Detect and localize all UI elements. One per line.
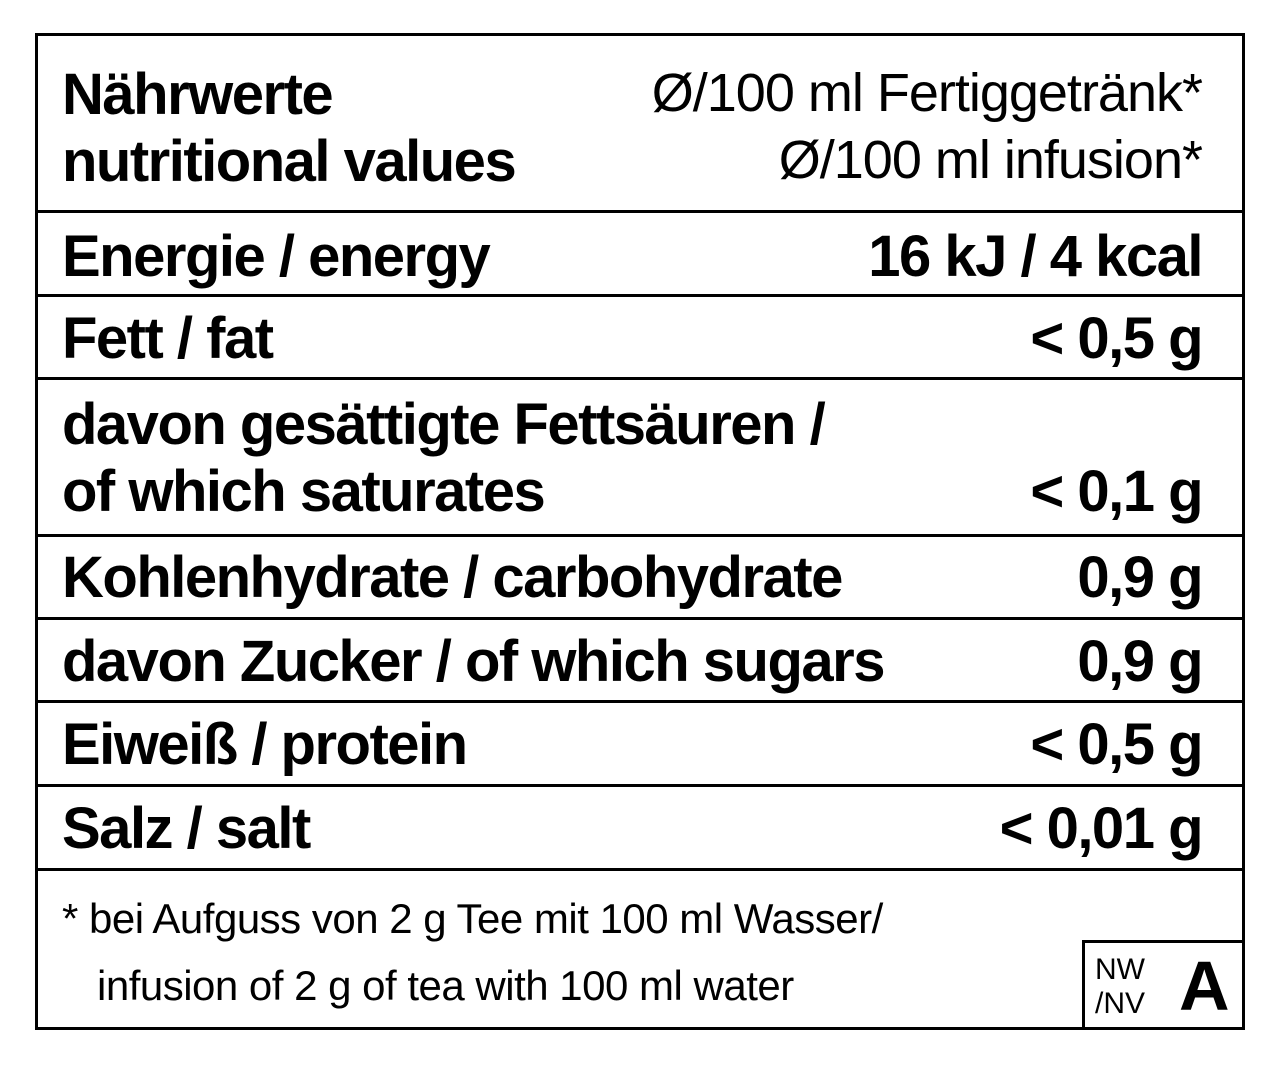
- divider: [35, 617, 1245, 620]
- nutrition-table: [35, 33, 1245, 1030]
- badge-line1: NW: [1095, 953, 1145, 986]
- row-sugars-value: 0,9 g: [1077, 629, 1203, 694]
- divider: [35, 210, 1245, 213]
- footnote-line2: infusion of 2 g of tea with 100 ml water: [97, 962, 794, 1009]
- divider: [35, 700, 1245, 703]
- row-saturates-label-en: of which saturates: [62, 459, 546, 524]
- row-fat-label: Fett / fat: [62, 306, 274, 371]
- nv-badge: NW /NV A: [1082, 940, 1242, 1027]
- per-serving-en: Ø/100 ml infusion*: [778, 130, 1203, 190]
- divider: [35, 784, 1245, 787]
- row-saturates-value: < 0,1 g: [1030, 459, 1203, 524]
- footnote-line1: * bei Aufguss von 2 g Tee mit 100 ml Was…: [62, 895, 883, 942]
- row-energy-label: Energie / energy: [62, 224, 491, 289]
- badge-line2: /NV: [1095, 987, 1146, 1020]
- row-carbohydrate-value: 0,9 g: [1077, 545, 1203, 610]
- title-en: nutritional values: [62, 129, 517, 194]
- row-energy-value: 16 kJ / 4 kcal: [868, 224, 1203, 289]
- row-saturates-label: davon gesättigte Fettsäuren /: [62, 392, 826, 457]
- badge-label: NW /NV: [1095, 953, 1145, 1021]
- divider: [35, 377, 1245, 380]
- row-salt-value: < 0,01 g: [999, 796, 1204, 861]
- row-fat-value: < 0,5 g: [1030, 306, 1203, 371]
- row-sugars-label: davon Zucker / of which sugars: [62, 629, 885, 694]
- divider: [35, 868, 1245, 871]
- row-protein-label: Eiweiß / protein: [62, 712, 468, 777]
- badge-letter: A: [1179, 947, 1230, 1025]
- divider: [35, 294, 1245, 297]
- title-de: Nährwerte: [62, 62, 334, 127]
- divider: [35, 534, 1245, 537]
- row-protein-value: < 0,5 g: [1030, 712, 1203, 777]
- row-carbohydrate-label: Kohlenhydrate / carbohydrate: [62, 545, 843, 610]
- row-salt-label: Salz / salt: [62, 796, 311, 861]
- per-serving-de: Ø/100 ml Fertiggetränk*: [651, 63, 1203, 123]
